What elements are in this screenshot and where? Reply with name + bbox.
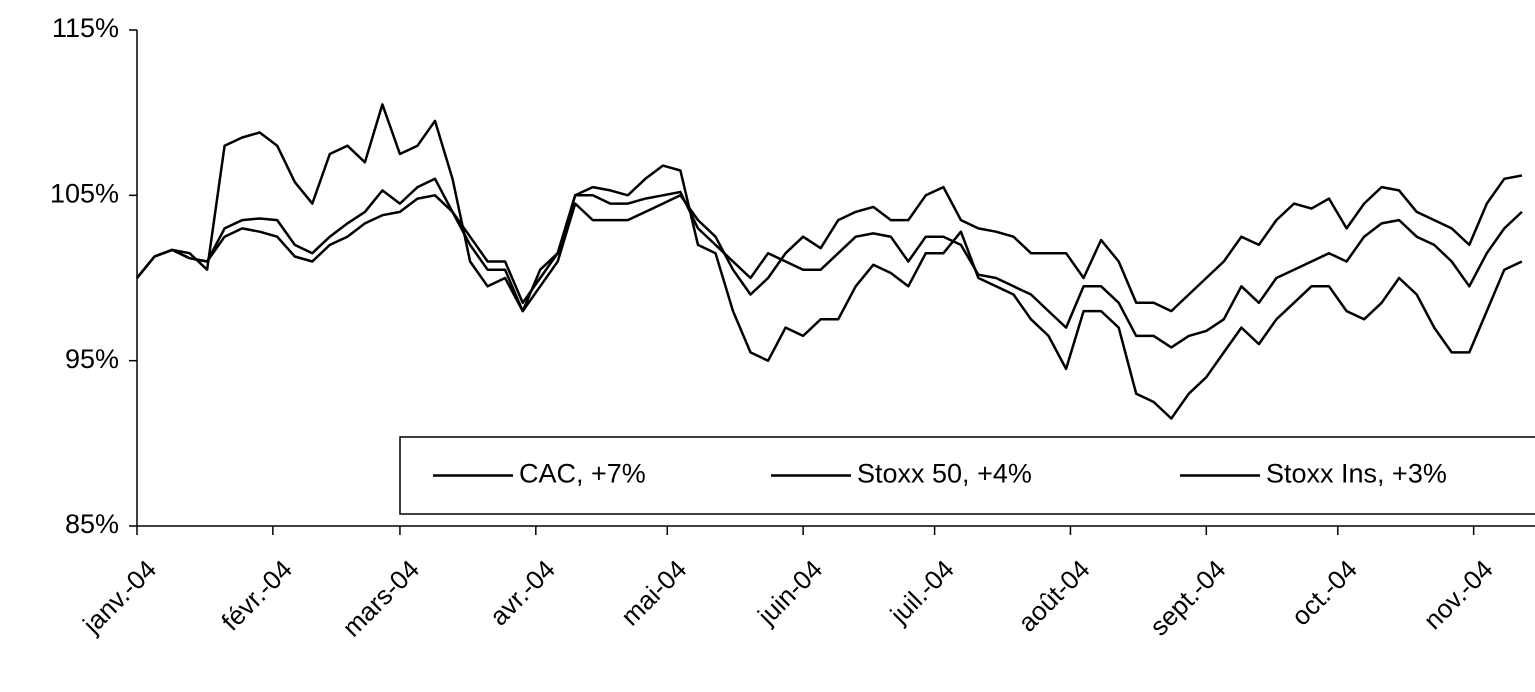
y-tick-label: 105% <box>50 178 119 208</box>
series-line <box>136 177 1523 349</box>
y-tick-label: 95% <box>65 344 119 374</box>
series-line <box>136 103 1523 420</box>
legend-label: Stoxx 50, +4% <box>857 459 1032 489</box>
series-line <box>136 174 1523 313</box>
legend-label: Stoxx Ins, +3% <box>1266 459 1447 489</box>
y-tick-label: 85% <box>65 509 119 539</box>
y-tick-label: 115% <box>52 13 119 43</box>
legend-box <box>399 436 1535 515</box>
legend-label: CAC, +7% <box>519 459 646 489</box>
